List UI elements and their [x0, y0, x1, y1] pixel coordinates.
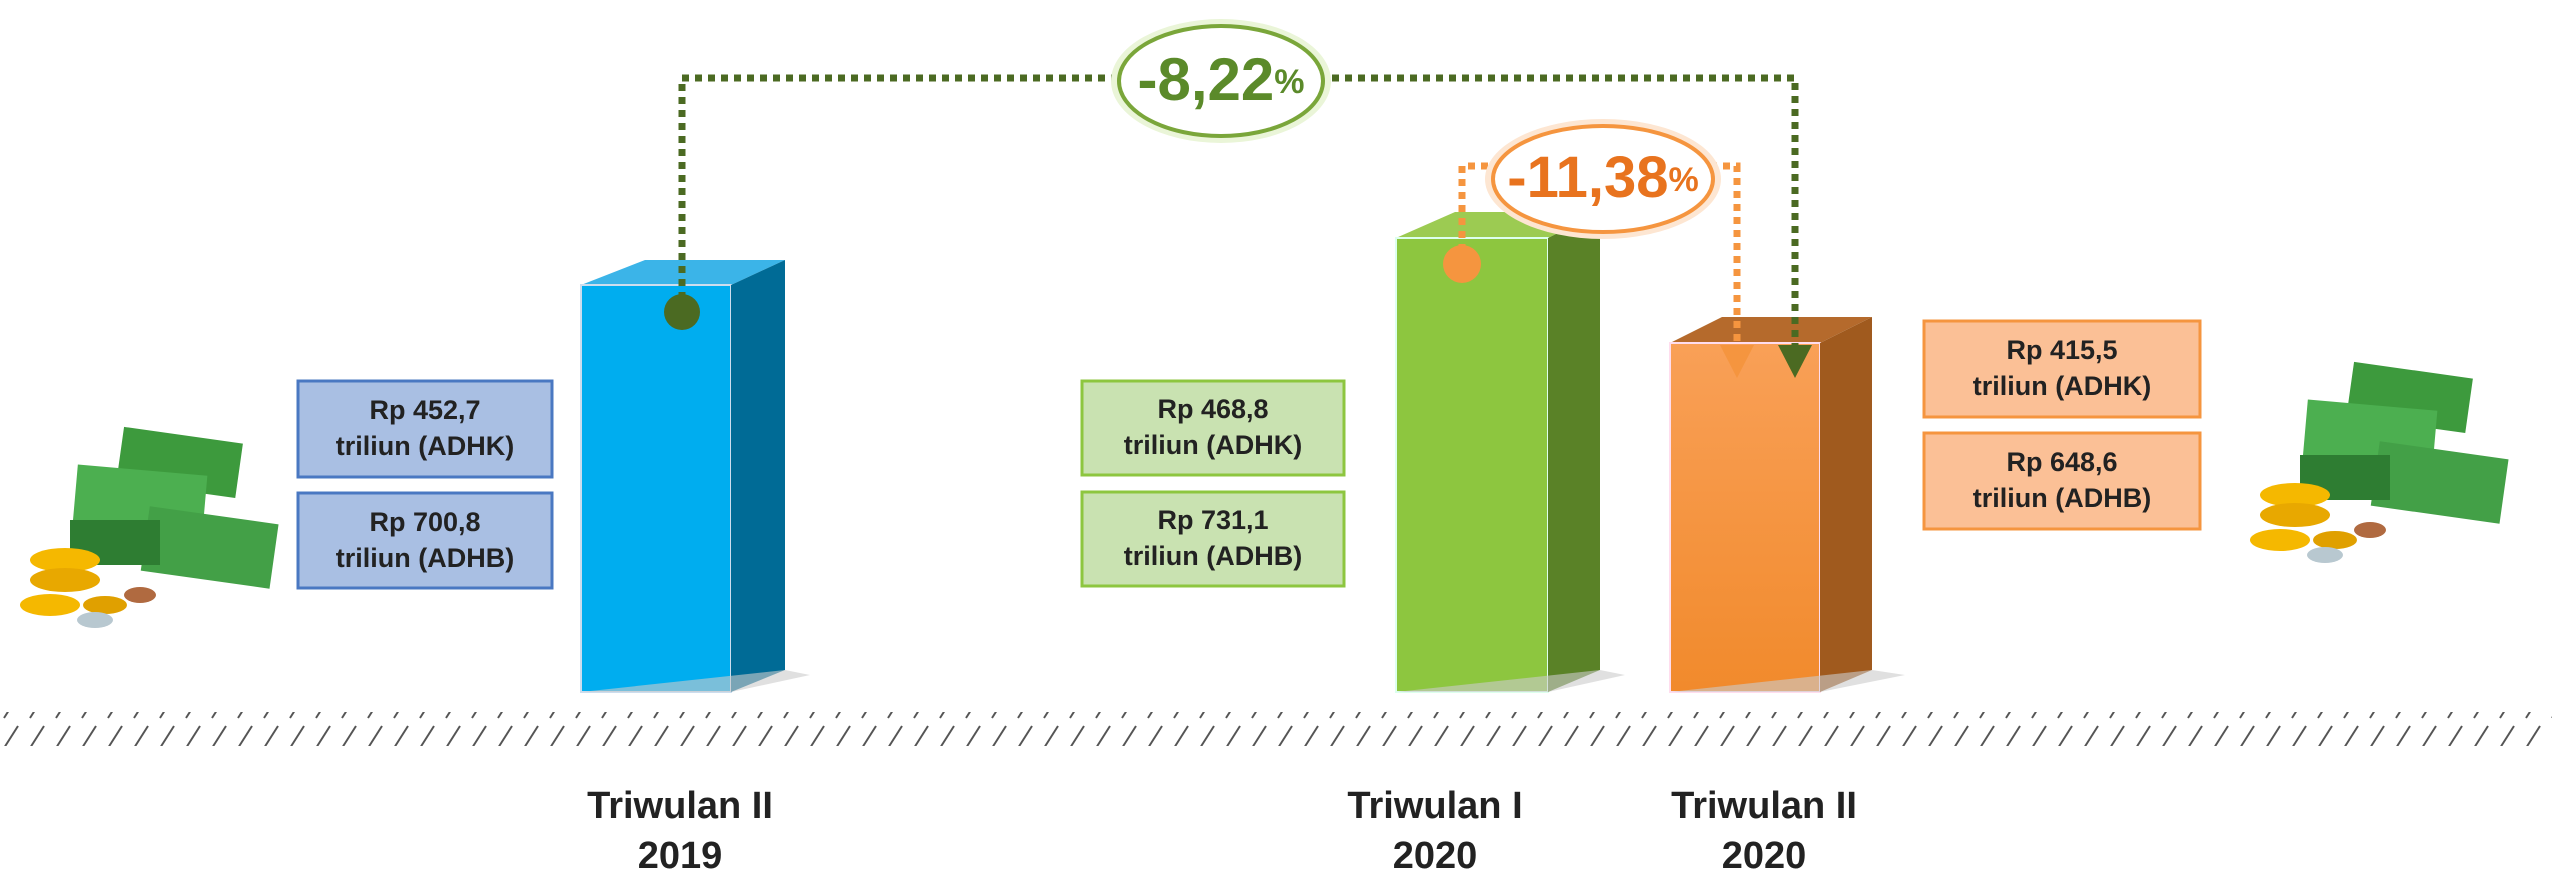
box-line: Rp 731,1	[1157, 505, 1268, 535]
bar-q2-2020	[1670, 317, 1905, 692]
box-line: Rp 415,5	[2006, 335, 2117, 365]
box-line: Rp 468,8	[1157, 394, 1268, 424]
money-icon	[2250, 362, 2509, 563]
dot	[664, 294, 700, 330]
period-label: Triwulan I	[1347, 785, 1522, 827]
growth-value: -8,22	[1138, 46, 1275, 113]
money-icon	[20, 427, 279, 628]
box-line: triliun (ADHB)	[336, 543, 514, 573]
value-box: Rp 452,7 triliun (ADHK)	[298, 381, 552, 477]
growth-unit: %	[1274, 63, 1304, 101]
box-line: triliun (ADHK)	[1124, 430, 1302, 460]
growth-value: -11,38	[1507, 145, 1668, 210]
box-line: Rp 452,7	[369, 395, 480, 425]
box-line: Rp 648,6	[2006, 447, 2117, 477]
value-box: Rp 648,6 triliun (ADHB)	[1924, 433, 2200, 529]
value-box: Rp 468,8 triliun (ADHK)	[1082, 381, 1344, 475]
value-box: Rp 700,8 triliun (ADHB)	[298, 493, 552, 588]
bar-q1-2020	[1396, 212, 1625, 692]
dot	[1443, 245, 1481, 283]
period-year: 2019	[638, 835, 723, 877]
value-box: Rp 415,5 triliun (ADHK)	[1924, 321, 2200, 417]
period-label: Triwulan II	[1671, 785, 1857, 827]
box-line: triliun (ADHK)	[1973, 371, 2151, 401]
box-line: triliun (ADHK)	[336, 431, 514, 461]
period-label: Triwulan II	[587, 785, 773, 827]
growth-unit: %	[1669, 161, 1699, 199]
value-box: Rp 731,1 triliun (ADHB)	[1082, 492, 1344, 586]
period-year: 2020	[1393, 835, 1478, 877]
page: -8,22% -11,38% Rp 452,7 triliun (ADHK) R…	[0, 0, 2552, 878]
box-line: triliun (ADHB)	[1124, 541, 1302, 571]
bar-2019	[581, 260, 810, 692]
box-line: Rp 700,8	[369, 507, 480, 537]
period-year: 2020	[1722, 835, 1807, 877]
box-line: triliun (ADHB)	[1973, 483, 2151, 513]
ground	[0, 712, 2552, 746]
infographic: -8,22% -11,38% Rp 452,7 triliun (ADHK) R…	[0, 0, 2552, 878]
